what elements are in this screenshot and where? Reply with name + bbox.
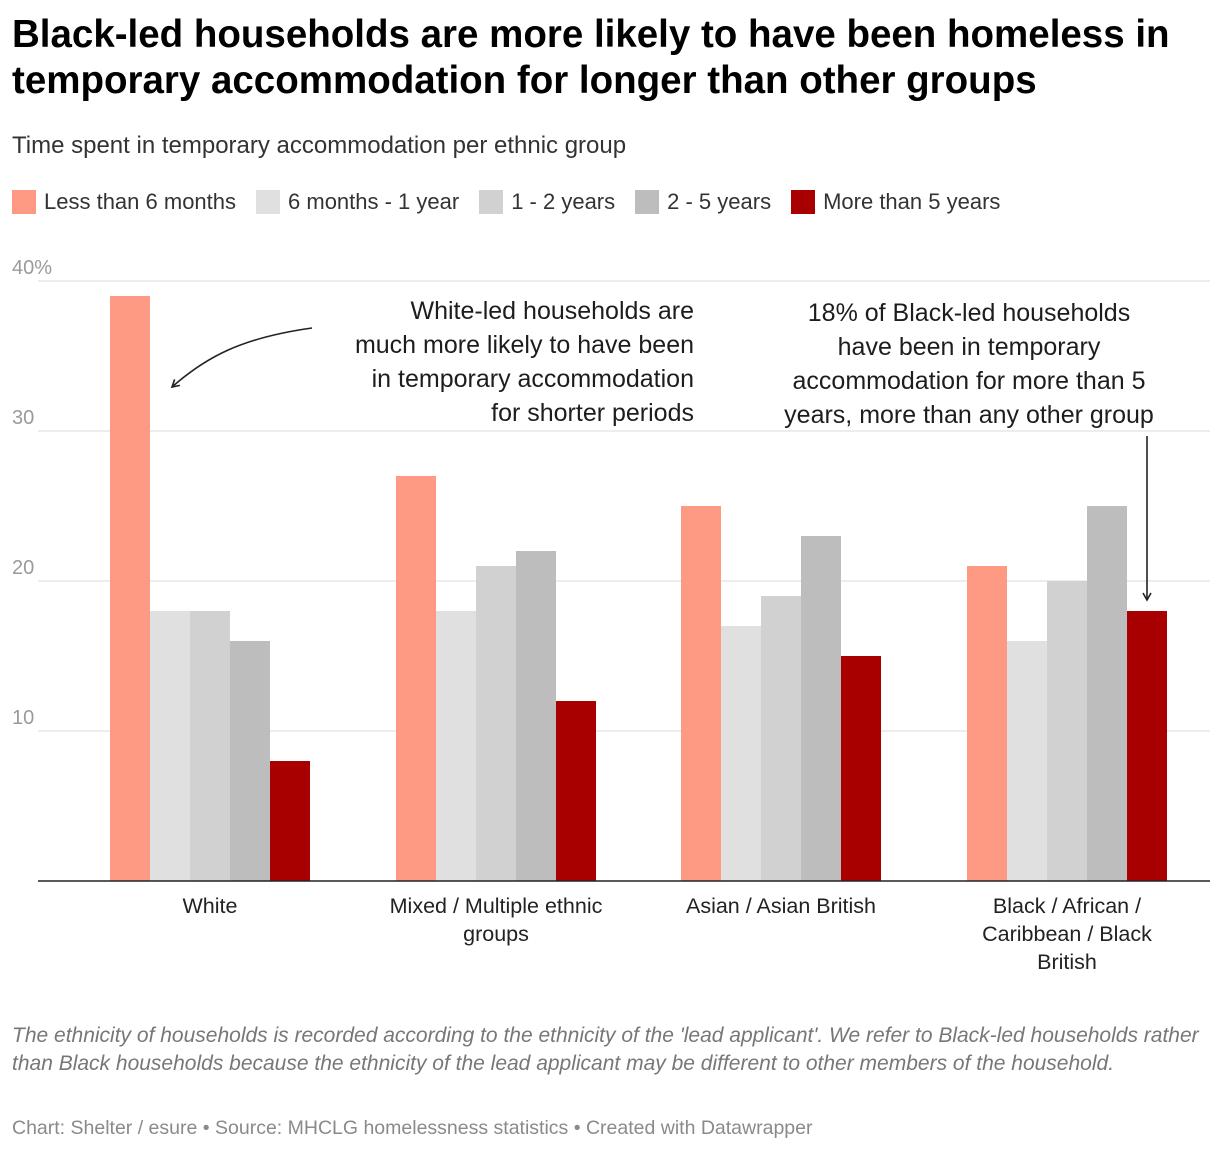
annotation-white-text: for shorter periods xyxy=(491,399,694,427)
x-tick-label: groups xyxy=(463,922,529,946)
legend-item-6-months-1-year: 6 months - 1 year xyxy=(256,189,459,215)
chart-notes: The ethnicity of households is recorded … xyxy=(12,1024,1199,1075)
y-tick-label: 10 xyxy=(12,707,34,729)
annotation-black-text: years, more than any other group xyxy=(784,401,1154,429)
annotations: White-led households are much more likely… xyxy=(170,297,1154,602)
legend-item-2-5-years: 2 - 5 years xyxy=(635,189,771,215)
bar xyxy=(1007,641,1047,881)
chart-subtitle: Time spent in temporary accommodation pe… xyxy=(12,132,627,159)
bar xyxy=(1087,506,1127,881)
annotation-black-text: have been in temporary xyxy=(838,333,1101,361)
bar xyxy=(967,566,1007,881)
annotation-white-text: much more likely to have been xyxy=(355,331,694,359)
bars xyxy=(110,296,1167,881)
annotation-black-text: 18% of Black-led households xyxy=(808,299,1130,327)
bar xyxy=(436,611,476,881)
annotation-white-text: White-led households are xyxy=(411,297,695,325)
bar xyxy=(230,641,270,881)
bar xyxy=(270,761,310,881)
legend-label: 1 - 2 years xyxy=(511,189,616,214)
y-tick-label: 40% xyxy=(12,257,52,279)
y-tick-label: 30 xyxy=(12,407,34,429)
annotation-white-text: in temporary accommodation xyxy=(372,365,694,393)
bar xyxy=(110,296,150,881)
legend-swatch xyxy=(256,190,281,214)
legend-swatch xyxy=(635,190,660,214)
legend-label: More than 5 years xyxy=(823,189,1001,214)
legend-label: Less than 6 months xyxy=(44,189,237,214)
legend-item-more-than-5-years: More than 5 years xyxy=(791,189,1000,215)
bar xyxy=(516,551,556,881)
x-tick-label: British xyxy=(1037,950,1097,974)
bar xyxy=(721,626,761,881)
x-tick-label: Caribbean / Black xyxy=(982,922,1152,946)
bar xyxy=(396,476,436,881)
bar xyxy=(841,656,881,881)
chart-title: Black-led households are more likely to … xyxy=(12,13,1170,102)
bar xyxy=(681,506,721,881)
legend-label: 2 - 5 years xyxy=(667,189,772,214)
chart-credit: Chart: Shelter / esure • Source: MHCLG h… xyxy=(12,1117,813,1139)
bar xyxy=(190,611,230,881)
bar xyxy=(801,536,841,881)
legend-item-less-than-6-months: Less than 6 months xyxy=(12,189,236,215)
legend-item-1-2-years: 1 - 2 years xyxy=(479,189,615,215)
y-tick-label: 20 xyxy=(12,557,34,579)
x-tick-label: White xyxy=(183,894,238,918)
x-tick-label: Mixed / Multiple ethnic xyxy=(390,894,603,918)
bar xyxy=(761,596,801,881)
annotation-arrow-white xyxy=(170,327,313,389)
x-axis: White Mixed / Multiple ethnic groups Asian … xyxy=(38,880,1210,974)
x-tick-label: Black / African / xyxy=(993,894,1141,918)
bar xyxy=(150,611,190,881)
bar xyxy=(476,566,516,881)
annotation-black-text: accommodation for more than 5 xyxy=(793,367,1146,395)
bar-chart: 10 20 30 40% White Mixed / Multiple ethnic gr… xyxy=(12,257,1210,974)
bar xyxy=(1127,611,1167,881)
legend-swatch xyxy=(12,190,36,214)
bar xyxy=(1047,581,1087,881)
legend-swatch xyxy=(479,190,504,214)
legend-label: 6 months - 1 year xyxy=(288,189,460,214)
chart-legend: Less than 6 months 6 months - 1 year 1 -… xyxy=(12,186,1020,218)
bar xyxy=(556,701,596,881)
legend-swatch xyxy=(791,190,816,214)
x-tick-label: Asian / Asian British xyxy=(686,894,876,918)
